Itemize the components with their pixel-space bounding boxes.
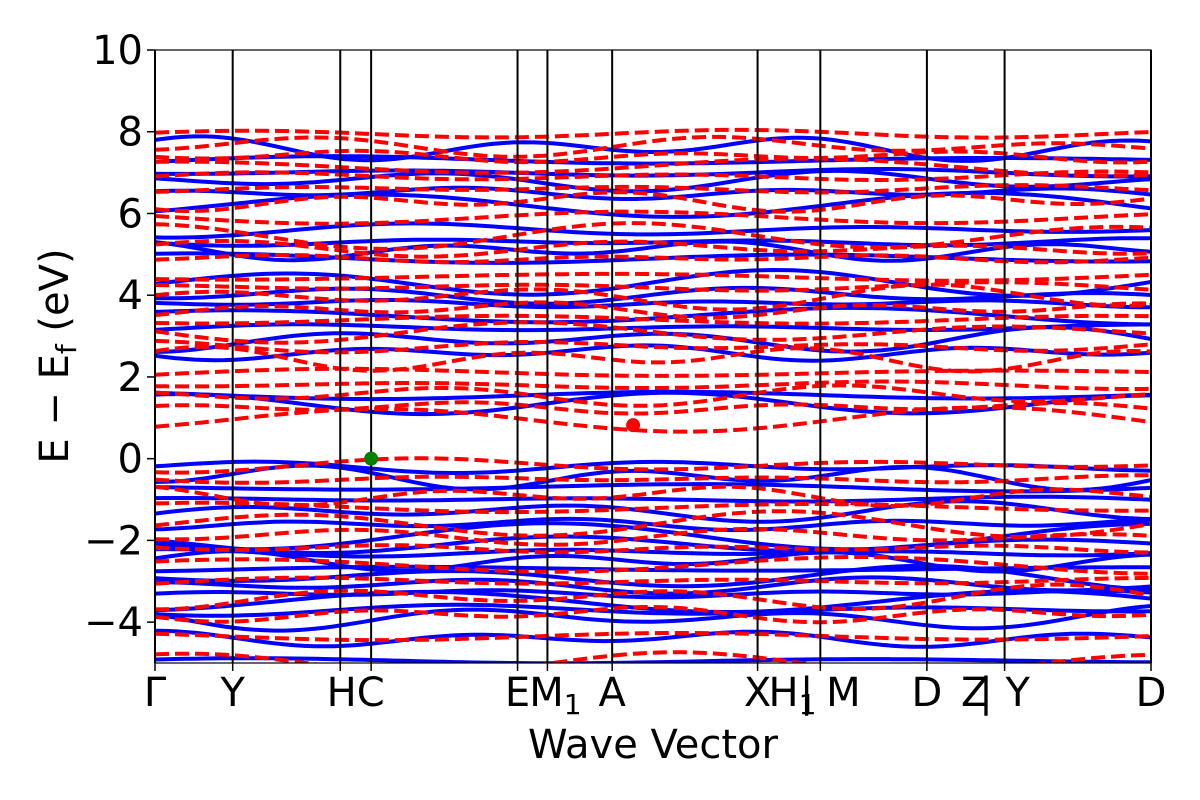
solid-band-27 [155,268,1151,298]
marker-0 [364,451,379,466]
x-tick-label: Z [961,670,988,716]
dashed-band-6 [155,543,1151,555]
y-axis-label-subscript: f [50,343,83,354]
dashed-band-30 [155,190,1151,214]
dashed-band-7 [155,526,1151,547]
dashed-band-33 [155,156,1151,178]
dashed-band-27 [155,238,1151,259]
dashed-band-25 [155,271,1151,283]
x-axis-label: Wave Vector [528,722,779,768]
dashed-band-16 [155,379,1151,391]
dashed-band-28 [155,221,1151,251]
dashed-band-21 [155,313,1151,326]
dashed-band-14 [155,400,1151,416]
dashed-band-23 [155,282,1151,312]
y-tick-label: 10 [92,28,143,74]
solid-band-2 [155,604,1151,633]
dashed-band-22 [155,300,1151,320]
dashed-band-11 [155,473,1151,485]
y-axis-label-unit: (eV) [32,248,78,344]
dashed-band-15 [155,383,1151,408]
x-tick-label: | Y [979,670,1030,716]
x-tick-label: | M [800,670,861,716]
solid-band-10 [155,547,1151,559]
x-tick-label: H1 [768,670,816,721]
y-tick-label: 2 [118,355,143,401]
marker-1 [626,418,641,433]
dashed-band-17 [155,366,1151,378]
y-tick-label: −4 [84,600,143,646]
x-tick-label: D [1136,670,1167,716]
dashed-band-5 [155,555,1151,576]
x-tick-label: D [911,670,942,716]
dashed-band-1 [155,631,1151,643]
dashed-band-19 [155,338,1151,355]
solid-band-24 [155,305,1151,327]
solid-band-37 [155,134,1151,163]
solid-band-6 [155,575,1151,596]
solid-band-15 [155,494,1151,504]
dashed-band-8 [155,509,1151,539]
solid-band-31 [155,221,1151,240]
solid-band-33 [155,185,1151,201]
x-tick-label: A [598,670,626,716]
dashed-band-29 [155,209,1151,226]
dashed-band-18 [155,344,1151,374]
x-tick-label: M1 [529,670,581,721]
solid-band-16 [155,482,1151,494]
x-tick-label: HC [327,670,385,716]
y-tick-label: 0 [118,437,143,483]
y-tick-label: 6 [118,191,143,237]
solid-band-35 [155,167,1151,179]
y-tick-label: 4 [118,273,143,319]
y-tick-label: 8 [118,110,143,156]
band-lines [155,127,1151,663]
dashed-band-2 [155,605,1151,625]
y-axis-label: E − Ef (eV) [32,248,83,463]
x-tick-label: Γ [144,670,167,716]
dashed-band-34 [155,148,1151,165]
dashed-band-3 [155,582,1151,612]
x-tick-label: E [505,670,530,716]
x-tick-label: Y [219,670,245,716]
solid-band-14 [155,499,1151,524]
solid-band-23 [155,322,1151,333]
solid-band-8 [155,564,1151,574]
extremum-markers [364,418,641,466]
dashed-band-32 [155,169,1151,182]
plot-frame [154,49,1152,664]
solid-band-5 [155,588,1151,600]
x-tick-label: X [744,670,771,716]
dashed-band-4 [155,575,1151,586]
dashed-band-12 [155,456,1151,475]
dashed-band-36 [155,127,1151,140]
dashed-band-26 [155,253,1151,265]
dashed-band-35 [155,134,1151,159]
solid-band-1 [155,628,1151,649]
dashed-band-10 [155,484,1151,508]
y-axis: −4 −2 0 2 4 6 8 10 [84,28,155,646]
y-axis-label-main: E − E [32,354,78,464]
y-tick-label: −2 [84,518,143,564]
dashed-band-31 [155,183,1151,195]
solid-band-29 [155,239,1151,263]
dashed-band-0 [155,650,1151,663]
dashed-band-20 [155,320,1151,345]
solid-band-25 [155,298,1151,310]
solid-band-0 [155,656,1151,663]
